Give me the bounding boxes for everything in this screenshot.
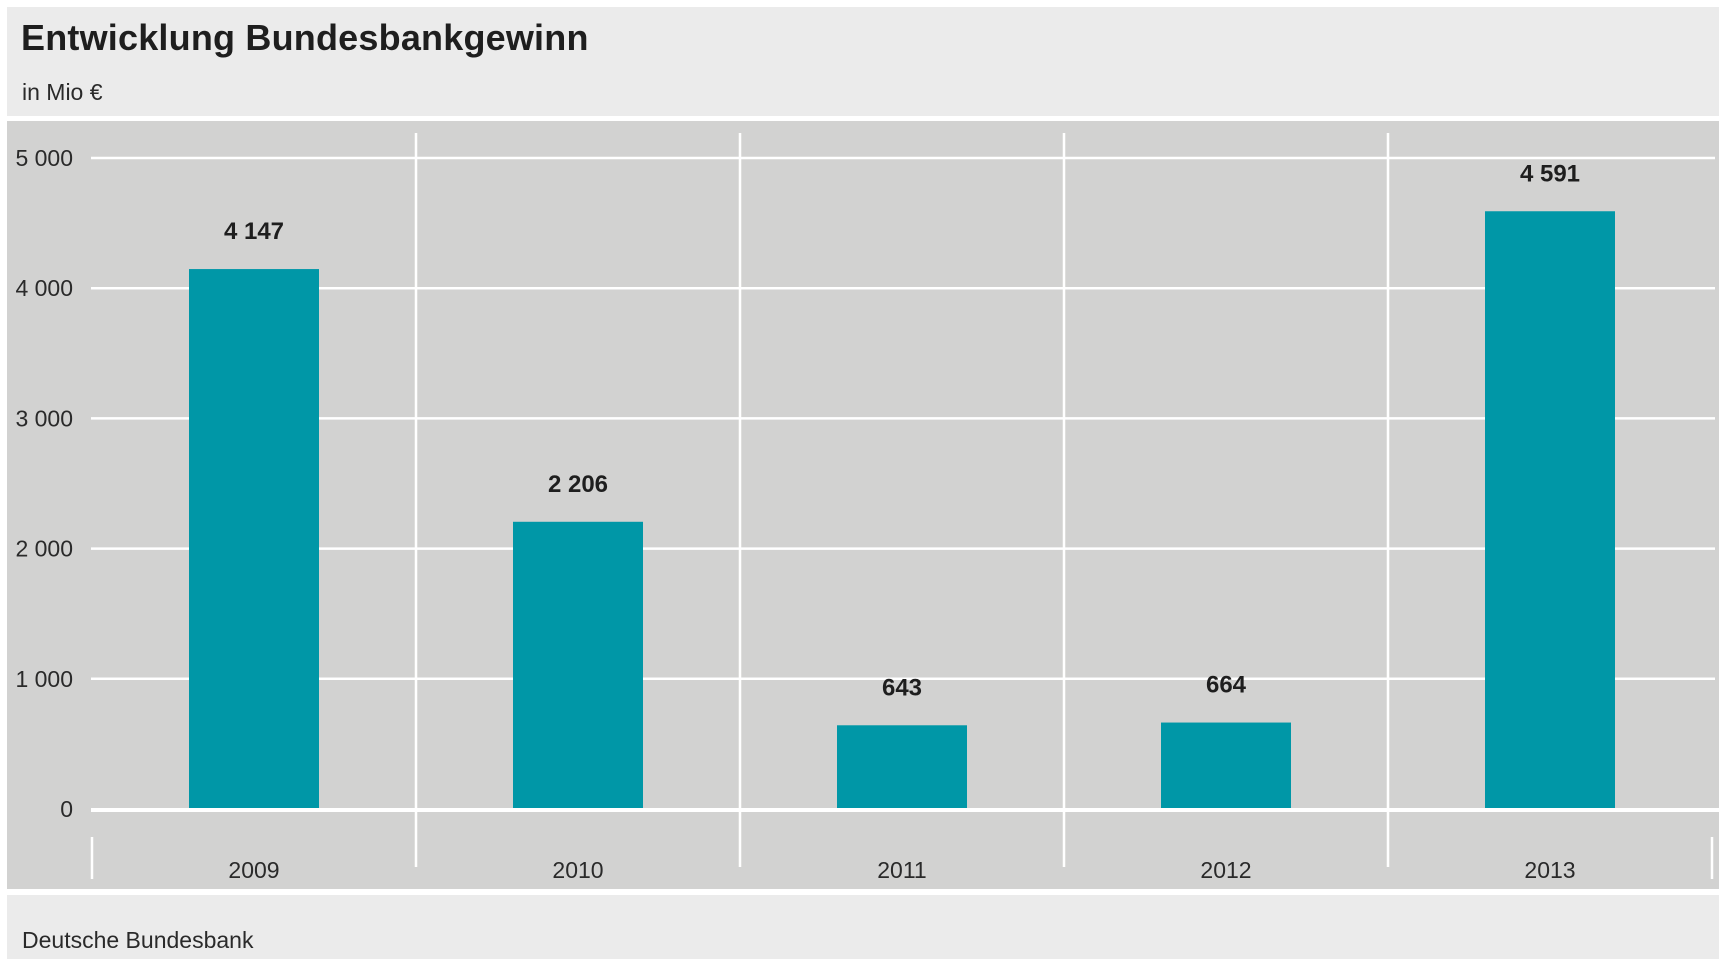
x-tick-label-2011: 2011 [877, 857, 926, 883]
x-tick-label-2009: 2009 [228, 857, 279, 883]
chart-header: Entwicklung Bundesbankgewinn in Mio € [7, 7, 1719, 116]
bar-chart: 0 1 000 2 000 3 000 4 000 5 000 4 147 2009 2 206… [15, 133, 1719, 883]
source-note: Deutsche Bundesbank [22, 927, 254, 953]
chart-footer: Deutsche Bundesbank [7, 895, 1719, 959]
bar-2013 [1485, 211, 1615, 809]
y-tick-label: 0 [60, 796, 73, 822]
plot-area: 0 1 000 2 000 3 000 4 000 5 000 4 147 2009 2 206… [7, 121, 1719, 889]
bar-2009 [189, 269, 319, 809]
value-label-2009: 4 147 [224, 218, 284, 245]
y-tick-label: 3 000 [15, 405, 73, 431]
y-tick-label: 2 000 [15, 536, 73, 562]
value-label-2012: 664 [1206, 672, 1247, 699]
y-tick-label: 1 000 [15, 666, 73, 692]
chart-title: Entwicklung Bundesbankgewinn [21, 17, 589, 58]
y-tick-label: 5 000 [15, 145, 73, 171]
x-tick-label-2012: 2012 [1200, 857, 1251, 883]
chart-unit-label: in Mio € [22, 79, 103, 105]
bar-2011 [837, 725, 967, 809]
value-label-2013: 4 591 [1520, 160, 1580, 187]
bar-2012 [1161, 722, 1291, 809]
y-tick-label: 4 000 [15, 275, 73, 301]
value-label-2010: 2 206 [548, 471, 608, 498]
bar-2010 [513, 521, 643, 809]
x-tick-label-2013: 2013 [1524, 857, 1575, 883]
value-label-2011: 643 [882, 674, 922, 701]
x-tick-label-2010: 2010 [552, 857, 603, 883]
